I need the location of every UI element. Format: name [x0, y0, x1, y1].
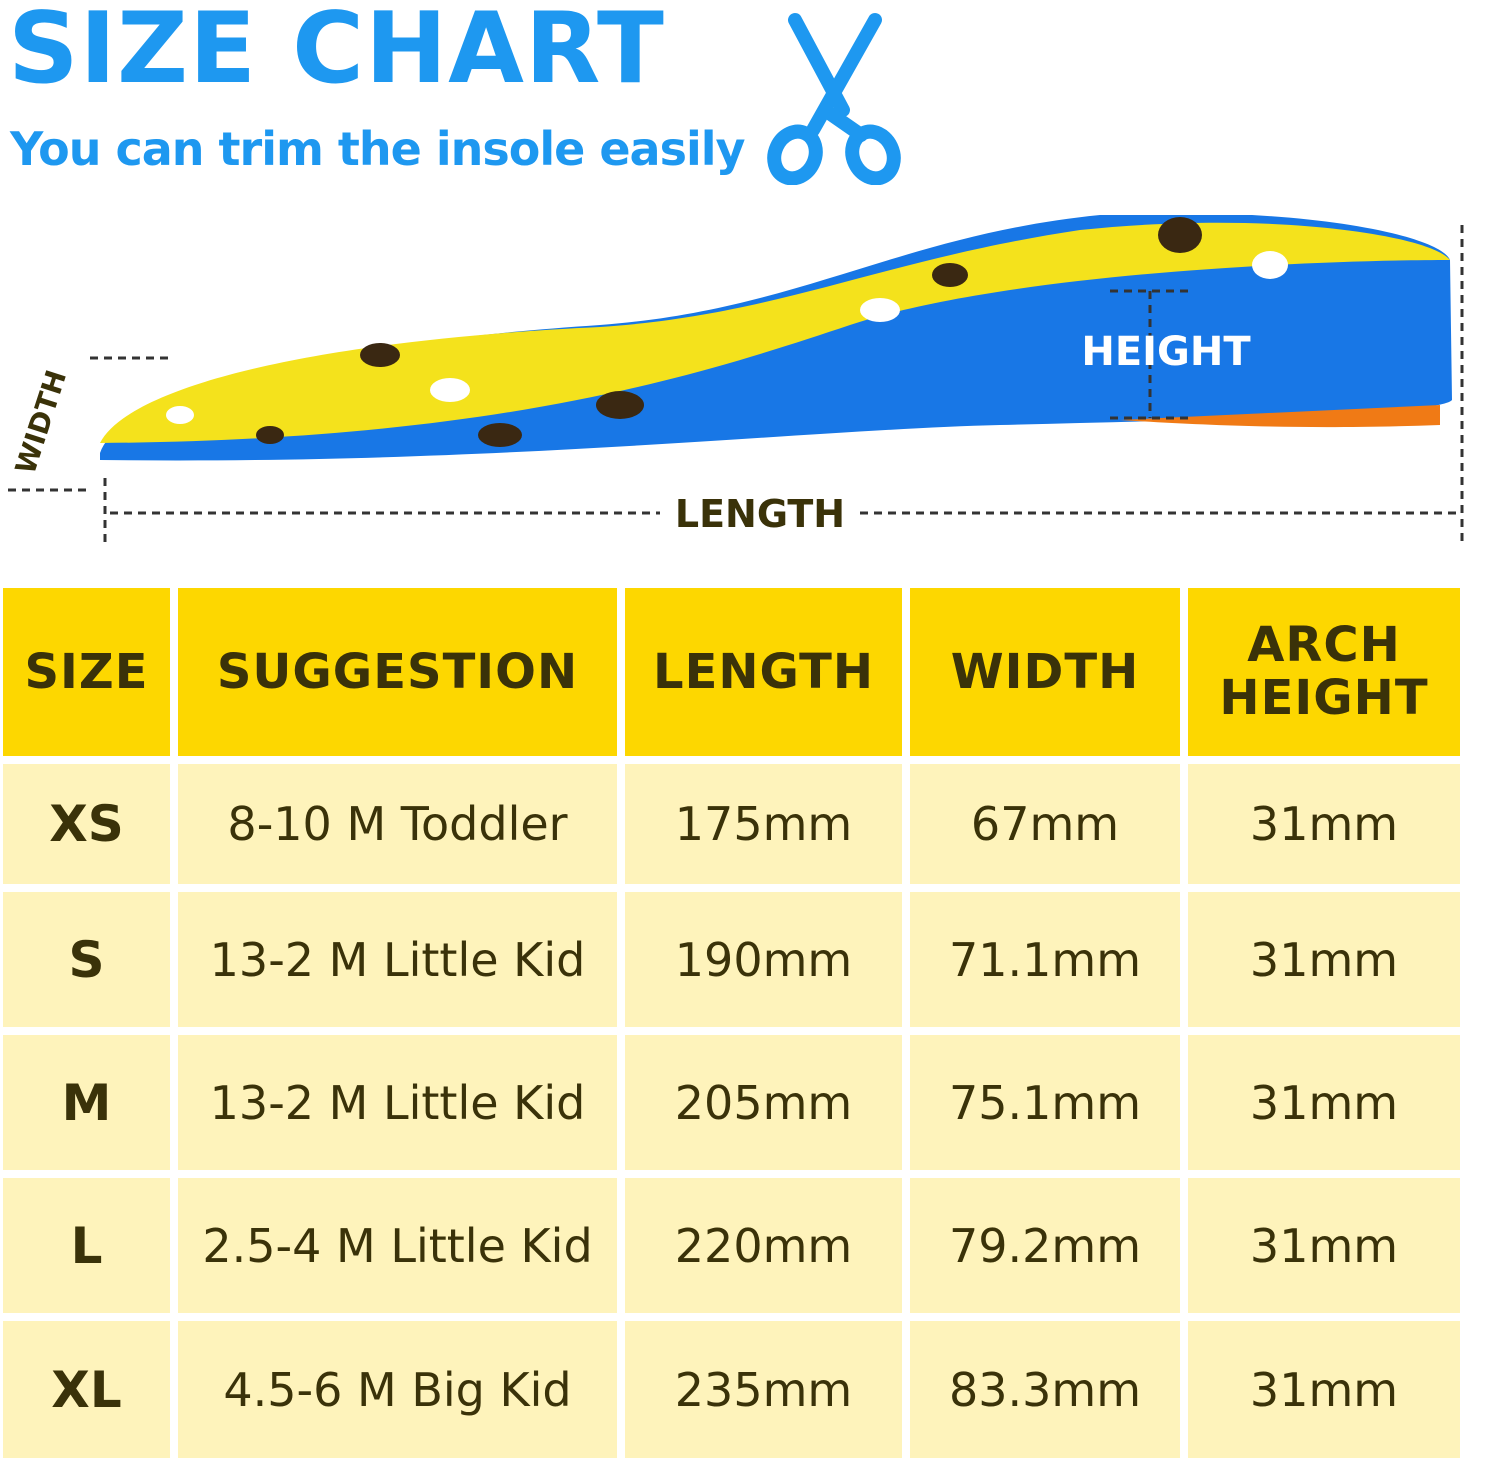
size-table: SIZE SUGGESTION LENGTH WIDTH ARCH HEIGHT… [0, 580, 1468, 1466]
table-row: XL 4.5-6 M Big Kid 235mm 83.3mm 31mm [3, 1321, 1460, 1458]
scissors-icon [767, 13, 901, 185]
table-header-row: SIZE SUGGESTION LENGTH WIDTH ARCH HEIGHT [3, 588, 1460, 756]
cell-arch-height: 31mm [1188, 1035, 1460, 1170]
cell-suggestion: 2.5-4 M Little Kid [178, 1178, 617, 1313]
cell-arch-height: 31mm [1188, 1321, 1460, 1458]
cell-size: L [3, 1178, 170, 1313]
cell-size: XS [3, 764, 170, 884]
cell-size: XL [3, 1321, 170, 1458]
cell-suggestion: 4.5-6 M Big Kid [178, 1321, 617, 1458]
cell-width: 83.3mm [910, 1321, 1180, 1458]
insole-heel [1120, 405, 1440, 428]
cell-length: 220mm [625, 1178, 902, 1313]
table-row: XS 8-10 M Toddler 175mm 67mm 31mm [3, 764, 1460, 884]
cell-width: 79.2mm [910, 1178, 1180, 1313]
cell-arch-height: 31mm [1188, 764, 1460, 884]
cell-length: 190mm [625, 892, 902, 1027]
length-label: LENGTH [675, 492, 845, 536]
column-header-suggestion: SUGGESTION [178, 588, 617, 756]
column-header-arch-height: ARCH HEIGHT [1188, 588, 1460, 756]
cell-length: 205mm [625, 1035, 902, 1170]
cell-width: 75.1mm [910, 1035, 1180, 1170]
table-row: M 13-2 M Little Kid 205mm 75.1mm 31mm [3, 1035, 1460, 1170]
height-label: HEIGHT [1081, 329, 1251, 375]
column-header-size: SIZE [3, 588, 170, 756]
page-title: SIZE CHART [8, 0, 665, 106]
width-label: WIDTH [9, 366, 73, 478]
table-row: S 13-2 M Little Kid 190mm 71.1mm 31mm [3, 892, 1460, 1027]
cell-suggestion: 13-2 M Little Kid [178, 892, 617, 1027]
cell-length: 175mm [625, 764, 902, 884]
cell-length: 235mm [625, 1321, 902, 1458]
cell-width: 67mm [910, 764, 1180, 884]
cell-suggestion: 8-10 M Toddler [178, 764, 617, 884]
cell-arch-height: 31mm [1188, 892, 1460, 1027]
table-row: L 2.5-4 M Little Kid 220mm 79.2mm 31mm [3, 1178, 1460, 1313]
page-subtitle: You can trim the insole easily [10, 122, 745, 176]
cell-suggestion: 13-2 M Little Kid [178, 1035, 617, 1170]
cell-width: 71.1mm [910, 892, 1180, 1027]
insole-diagram: LENGTH HEIGHT WIDTH [8, 215, 1464, 545]
column-header-length: LENGTH [625, 588, 902, 756]
cell-size: S [3, 892, 170, 1027]
column-header-width: WIDTH [910, 588, 1180, 756]
cell-arch-height: 31mm [1188, 1178, 1460, 1313]
cell-size: M [3, 1035, 170, 1170]
